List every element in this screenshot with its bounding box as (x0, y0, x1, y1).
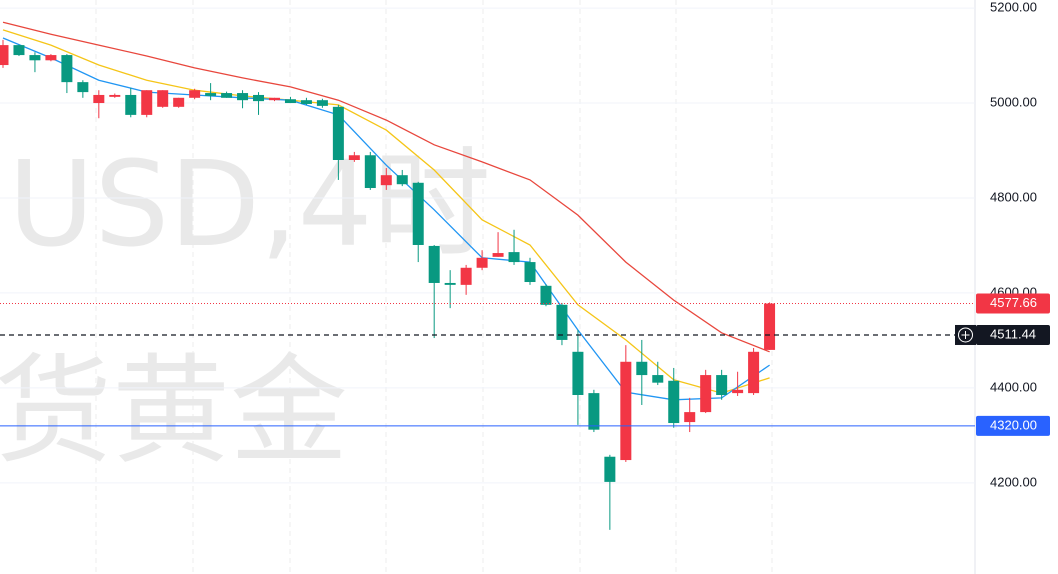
candle-body (684, 412, 696, 423)
candle-body (668, 380, 680, 424)
price-tag (976, 415, 1050, 436)
candle-body (588, 393, 600, 430)
candle-body (700, 375, 712, 413)
candle-body (476, 257, 488, 268)
candle-body (764, 303, 776, 350)
candle-body (173, 97, 185, 107)
candle-body (300, 100, 312, 104)
candle-body (380, 175, 392, 186)
candle-body (364, 155, 376, 189)
y-tick-label: 5200.00 (990, 0, 1037, 15)
candle-body (125, 94, 137, 115)
candle-body (109, 94, 121, 97)
candle-body (460, 267, 472, 285)
candle-body (444, 282, 456, 285)
price-tag-label: 4511.44 (990, 326, 1036, 341)
candle-body (253, 94, 265, 102)
candle-body (29, 55, 41, 61)
candle-body (221, 93, 233, 98)
candle-body (508, 252, 520, 263)
candle-body (268, 97, 280, 101)
candle-body (284, 99, 296, 104)
candle-body (13, 45, 25, 56)
price-tag (976, 293, 1050, 314)
candle-body (556, 304, 568, 340)
candle-body (604, 456, 616, 482)
candle-body (157, 90, 169, 107)
candle-body (61, 55, 73, 83)
candle-body (189, 90, 201, 98)
time-grid (95, 0, 773, 574)
y-tick-label: 4800.00 (990, 189, 1037, 204)
watermark: 货黄金 (0, 342, 348, 480)
candle-body (540, 285, 552, 305)
candle-body (748, 351, 760, 394)
moving-average-line (2, 21, 770, 353)
price-tag-label: 4577.66 (990, 295, 1037, 310)
candle-body (77, 82, 89, 93)
candle-body (652, 375, 664, 383)
candle-body (396, 175, 408, 185)
y-tick-label: 4200.00 (990, 474, 1037, 489)
y-tick-label: 5000.00 (990, 94, 1037, 109)
candle-body (428, 245, 440, 283)
candle-body (316, 100, 328, 106)
candle-body (572, 351, 584, 396)
price-tag (976, 324, 1050, 345)
candle-body (205, 93, 217, 96)
crosshair-button (958, 327, 973, 343)
y-tick-label: 4400.00 (990, 379, 1037, 394)
candle-body (412, 182, 424, 245)
candle-body (524, 262, 536, 283)
candle-body (348, 155, 360, 160)
candle-body (93, 94, 105, 104)
candle-body (45, 55, 57, 61)
watermark: USD,4时 (8, 135, 491, 273)
candle-body (716, 375, 728, 396)
candle-body (141, 90, 153, 115)
candle-body (620, 361, 632, 461)
candle-body (636, 361, 648, 376)
candle-body (332, 106, 344, 160)
candle-body (237, 93, 249, 101)
candle-body (0, 45, 9, 66)
candle-body (732, 389, 744, 394)
candle-body (492, 253, 504, 257)
price-tag-label: 4320.00 (990, 417, 1037, 432)
crosshair-button-icon (961, 330, 970, 339)
